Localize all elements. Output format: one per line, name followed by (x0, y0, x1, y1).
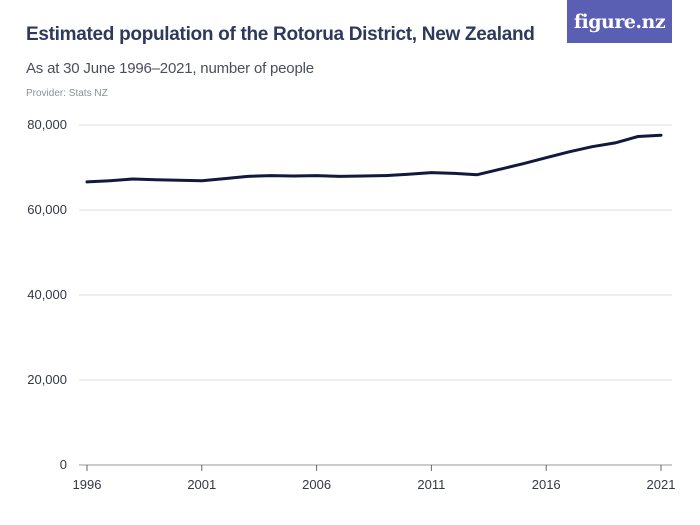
series-layer (85, 133, 663, 184)
y-tick-labels: 0 20,000 40,000 60,000 80,000 (27, 117, 67, 472)
chart-title: Estimated population of the Rotorua Dist… (26, 24, 535, 45)
figure-nz-logo[interactable]: figure.nz (567, 0, 672, 43)
x-tick-label: 1996 (73, 477, 102, 492)
y-tick-label: 60,000 (27, 202, 67, 217)
x-tick-label: 2021 (647, 477, 676, 492)
chart-subtitle: As at 30 June 1996–2021, number of peopl… (26, 60, 314, 77)
series-line-0 (85, 133, 663, 184)
data-provider: Provider: Stats NZ (26, 88, 108, 99)
x-tick-label: 2006 (302, 477, 331, 492)
y-tick-label: 0 (60, 457, 67, 472)
y-tick-label: 40,000 (27, 287, 67, 302)
x-tick-labels: 1996 2001 2006 2011 2016 2021 (73, 477, 676, 492)
x-tick-label: 2011 (417, 477, 445, 492)
x-tick-label: 2001 (187, 477, 216, 492)
y-tick-label: 20,000 (27, 372, 67, 387)
gridlines (79, 124, 672, 381)
axes (79, 464, 672, 471)
y-tick-label: 80,000 (27, 117, 67, 132)
x-tick-label: 2016 (532, 477, 561, 492)
